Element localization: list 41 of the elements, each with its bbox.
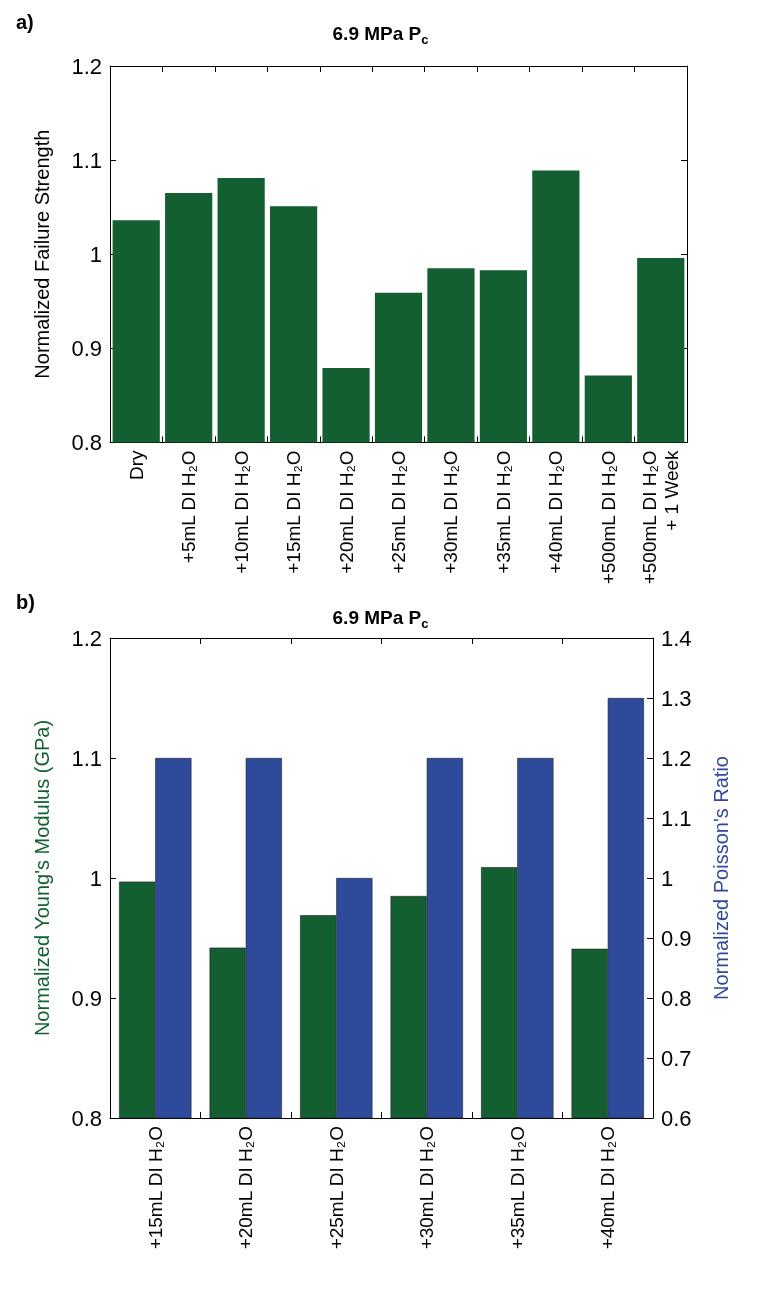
text: b) (16, 591, 35, 613)
x-tick-label: +25mL DI H₂O (388, 450, 409, 574)
x-tick-label: Dry (125, 449, 147, 480)
text: a) (16, 11, 34, 33)
y-axis-title: Normalized Failure Strength (31, 129, 53, 379)
x-tick-label: +10mL DI H₂O (230, 450, 252, 574)
y2-tick-label: 1.1 (661, 805, 692, 831)
y2-axis-title: Normalized Poisson's Ratio (710, 756, 732, 1000)
x-tick-label: +20mL DI H₂O (235, 1126, 257, 1250)
y-tick-label: 0.8 (71, 1105, 102, 1131)
x-tick-label: +15mL DI H₂O (144, 1126, 166, 1250)
y-tick-label: 1.1 (71, 147, 102, 173)
x-tick-label: +35mL DI H₂O (492, 450, 514, 574)
y2-tick-label: 0.8 (661, 985, 692, 1011)
y2-tick-label: 1.3 (661, 685, 692, 711)
y-tick-label: 1.1 (71, 745, 102, 771)
y2-tick-label: 1.2 (661, 745, 692, 771)
x-tick-label: +30mL DI H₂O (416, 1126, 438, 1250)
y2-tick-label: 1 (661, 865, 674, 891)
x-tick-label: +20mL DI H₂O (335, 450, 357, 574)
x-tick-label: +500mL DI H₂O (597, 450, 619, 585)
x-tick-label: +40mL DI H₂O (545, 450, 567, 574)
x-tick-label: +500mL DI H₂O + 1 Week (639, 449, 683, 585)
x-tick-label: +40mL DI H₂O (597, 1126, 619, 1250)
y-tick-label: 0.9 (71, 335, 102, 361)
x-tick-label: +5mL DI H₂O (178, 450, 200, 564)
y2-tick-label: 1.4 (661, 625, 692, 651)
x-tick-label: +30mL DI H₂O (440, 450, 462, 574)
y2-tick-label: 0.6 (661, 1105, 692, 1131)
x-tick-label: +25mL DI H₂O (325, 1126, 347, 1250)
x-tick-label: +15mL DI H₂O (283, 450, 305, 574)
y2-tick-label: 0.9 (661, 925, 692, 951)
x-tick-label: +35mL DI H₂O (506, 1126, 528, 1250)
y-tick-label: 0.8 (71, 429, 102, 455)
y2-tick-label: 0.7 (661, 1045, 692, 1071)
y-tick-label: 0.9 (71, 985, 102, 1011)
y-tick-label: 1.2 (71, 53, 102, 79)
y-tick-label: 1 (89, 241, 102, 267)
y-tick-label: 1.2 (71, 625, 102, 651)
y-axis-title: Normalized Young's Modulus (GPa) (31, 719, 53, 1037)
y-tick-label: 1 (89, 865, 102, 891)
